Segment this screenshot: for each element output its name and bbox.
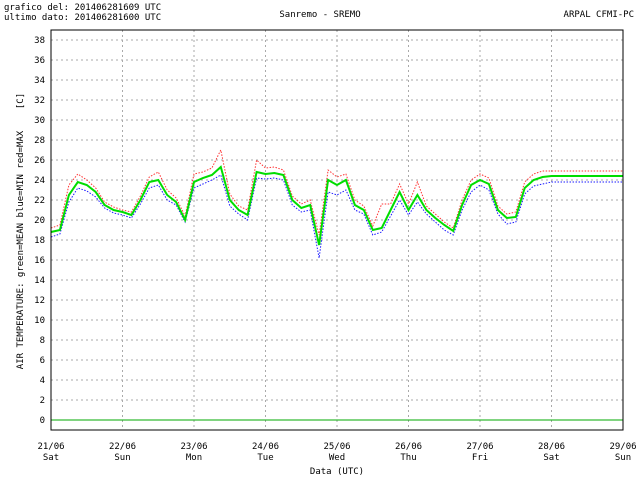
y-axis-unit: [C] <box>16 93 26 109</box>
x-tick-day: Wed <box>329 453 345 463</box>
chart-generated-time: grafico del: 201406281609 UTC <box>4 3 162 13</box>
x-tick-date: 28/06 <box>538 442 565 452</box>
x-tick-date: 29/06 <box>609 442 636 452</box>
x-tick-day: Fri <box>472 453 488 463</box>
x-tick-date: 27/06 <box>466 442 493 452</box>
y-tick-label: 16 <box>34 256 45 266</box>
y-axis-label: AIR TEMPERATURE: green=MEAN blue=MIN red… <box>16 130 26 369</box>
y-tick-label: 2 <box>40 396 45 406</box>
y-tick-label: 8 <box>40 336 45 346</box>
y-tick-label: 38 <box>34 36 45 46</box>
last-data-time: ultimo dato: 201406281600 UTC <box>4 13 162 23</box>
series-layer <box>50 148 623 259</box>
x-tick-date: 22/06 <box>109 442 136 452</box>
y-tick-label: 18 <box>34 236 45 246</box>
x-tick-day: Sat <box>43 453 59 463</box>
series-max-line <box>50 148 623 236</box>
y-tick-label: 14 <box>34 276 45 286</box>
y-tick-label: 6 <box>40 356 45 366</box>
y-tick-label: 24 <box>34 176 45 186</box>
y-tick-label: 30 <box>34 116 45 126</box>
x-tick-labels: 21/06Sat22/06Sun23/06Mon24/06Tue25/06Wed… <box>37 442 636 463</box>
x-tick-day: Tue <box>257 453 273 463</box>
y-tick-label: 28 <box>34 136 45 146</box>
y-tick-label: 34 <box>34 76 45 86</box>
x-axis-label: Data (UTC) <box>310 467 364 477</box>
x-tick-day: Mon <box>186 453 202 463</box>
grid <box>51 30 623 430</box>
series-min-line <box>50 174 623 259</box>
chart-title: Sanremo - SREMO <box>279 10 361 20</box>
x-tick-date: 21/06 <box>37 442 64 452</box>
y-tick-label: 26 <box>34 156 45 166</box>
x-tick-date: 25/06 <box>323 442 350 452</box>
y-tick-label: 10 <box>34 316 45 326</box>
y-tick-label: 4 <box>40 376 45 386</box>
y-tick-label: 36 <box>34 56 45 66</box>
y-tick-label: 12 <box>34 296 45 306</box>
y-tick-label: 20 <box>34 216 45 226</box>
y-tick-label: 22 <box>34 196 45 206</box>
x-tick-day: Sat <box>543 453 559 463</box>
x-tick-day: Sun <box>615 453 631 463</box>
plot-frame <box>50 29 624 431</box>
x-tick-date: 23/06 <box>180 442 207 452</box>
data-source: ARPAL CFMI-PC <box>563 10 634 20</box>
header-timestamps: grafico del: 201406281609 UTC ultimo dat… <box>4 3 161 23</box>
x-tick-day: Thu <box>400 453 416 463</box>
y-tick-label: 0 <box>40 416 45 426</box>
x-tick-date: 24/06 <box>252 442 279 452</box>
x-tick-date: 26/06 <box>395 442 422 452</box>
y-tick-label: 32 <box>34 96 45 106</box>
x-tick-day: Sun <box>114 453 130 463</box>
series-mean-line <box>50 165 623 246</box>
